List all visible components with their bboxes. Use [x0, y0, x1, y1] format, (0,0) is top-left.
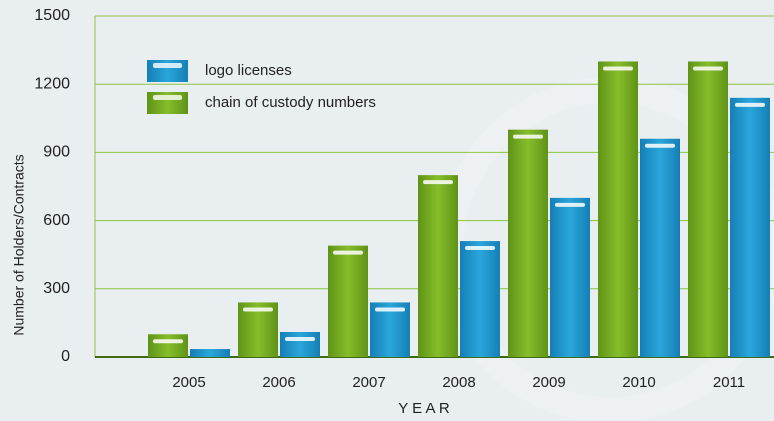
bar-shine — [603, 66, 633, 71]
bar-shine — [513, 134, 543, 139]
bar-shine — [333, 250, 363, 255]
bar — [508, 129, 548, 357]
legend-swatch-shine — [153, 95, 182, 100]
bar — [190, 349, 230, 357]
bar — [280, 331, 320, 357]
bar — [640, 138, 680, 357]
bar — [238, 302, 278, 357]
x-axis-label: Y E A R — [398, 400, 450, 417]
bar-shine — [693, 66, 723, 71]
y-tick-label: 600 — [43, 212, 70, 229]
x-tick-label: 2009 — [532, 374, 565, 391]
bar-shine — [465, 246, 495, 251]
bar-shine — [555, 202, 585, 207]
y-tick-label: 1500 — [34, 7, 70, 24]
legend-swatch-shine — [153, 63, 182, 68]
y-tick-label: 0 — [61, 348, 70, 365]
bar — [688, 61, 728, 357]
bar — [550, 197, 590, 357]
bar-shine — [735, 102, 765, 107]
x-tick-label: 2005 — [172, 374, 205, 391]
x-tick-label: 2008 — [442, 374, 475, 391]
x-tick-label: 2007 — [352, 374, 385, 391]
bar — [598, 61, 638, 357]
bar — [328, 245, 368, 357]
bar-shine — [285, 336, 315, 341]
bar — [148, 334, 188, 357]
bar — [460, 241, 500, 357]
legend-label: logo licenses — [205, 62, 292, 79]
bar — [730, 97, 770, 357]
y-tick-label: 900 — [43, 144, 70, 161]
bar-shine — [645, 143, 675, 148]
x-tick-label: 2011 — [713, 374, 745, 391]
bar — [418, 175, 458, 357]
x-tick-label: 2006 — [262, 374, 295, 391]
bar — [370, 302, 410, 357]
bar-shine — [153, 339, 183, 344]
y-tick-label: 300 — [43, 280, 70, 297]
y-axis-label: Number of Holders/Contracts — [11, 154, 27, 335]
y-tick-label: 1200 — [34, 75, 70, 92]
legend-label: chain of custody numbers — [205, 94, 376, 111]
x-tick-label: 2010 — [622, 374, 655, 391]
bar-shine — [375, 307, 405, 312]
bar-shine — [423, 180, 453, 185]
bar-shine — [243, 307, 273, 312]
